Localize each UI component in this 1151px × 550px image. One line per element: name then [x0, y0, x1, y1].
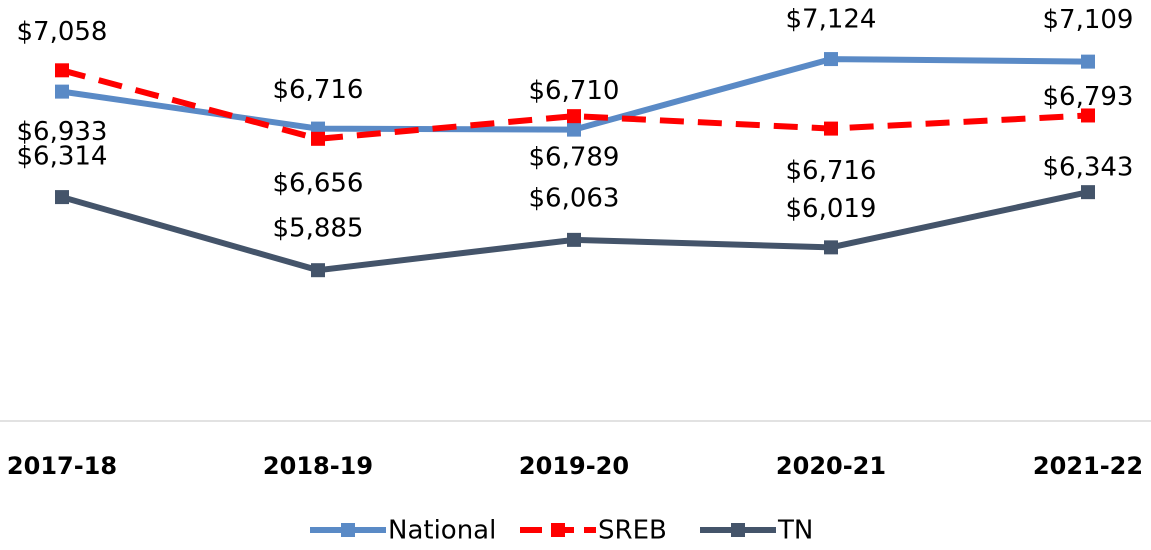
- marker: [55, 190, 69, 205]
- x-tick-label: 2019-20: [519, 452, 629, 480]
- data-label: $6,314: [17, 142, 108, 172]
- marker: [1081, 185, 1095, 200]
- x-tick-label: 2020-21: [776, 452, 886, 480]
- legend-label: National: [388, 516, 496, 546]
- marker: [567, 232, 581, 247]
- legend-marker: [551, 523, 565, 537]
- marker: [824, 52, 838, 67]
- legend-marker: [731, 523, 745, 537]
- marker: [1081, 54, 1095, 69]
- data-label: $5,885: [273, 214, 364, 244]
- marker: [55, 84, 69, 99]
- data-label: $6,019: [786, 194, 877, 224]
- data-label: $6,656: [273, 168, 364, 198]
- data-label: $7,058: [17, 17, 108, 47]
- data-label: $7,109: [1043, 5, 1134, 35]
- legend-label: SREB: [598, 516, 667, 546]
- data-label: $6,716: [786, 156, 877, 186]
- data-label: $7,124: [786, 5, 877, 35]
- x-tick-label: 2017-18: [7, 452, 117, 480]
- x-tick-label: 2021-22: [1033, 452, 1143, 480]
- marker: [824, 240, 838, 255]
- x-tick-label: 2018-19: [263, 452, 373, 480]
- marker: [824, 121, 838, 136]
- data-label: $6,793: [1043, 82, 1134, 112]
- marker: [55, 63, 69, 78]
- marker: [567, 122, 581, 137]
- marker: [311, 263, 325, 278]
- marker: [311, 131, 325, 146]
- data-label: $6,789: [529, 143, 620, 173]
- legend-marker: [341, 523, 355, 537]
- marker: [1081, 108, 1095, 123]
- data-label: $6,343: [1043, 153, 1134, 183]
- legend-label: TN: [777, 516, 813, 546]
- data-label: $6,716: [273, 75, 364, 105]
- data-label: $6,710: [529, 76, 620, 106]
- marker: [567, 109, 581, 124]
- data-label: $6,063: [529, 183, 620, 213]
- data-label: $6,933: [17, 117, 108, 147]
